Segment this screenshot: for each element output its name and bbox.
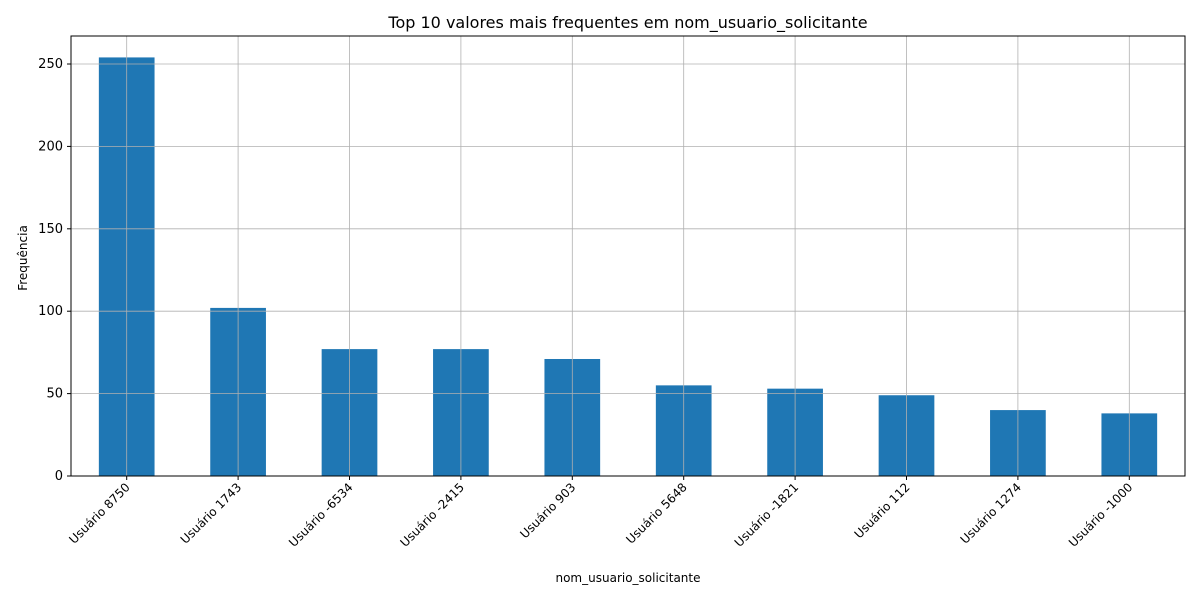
x-tick-label: Usuário -1000	[1066, 480, 1136, 550]
x-tick-label: Usuário -1821	[732, 480, 802, 550]
x-tick-label: Usuário -6534	[286, 480, 356, 550]
y-axis-label: Frequência	[16, 225, 30, 291]
y-tick-label: 50	[46, 387, 63, 402]
x-tick-label: Usuário 5648	[623, 480, 689, 546]
plot-area: 0 50 100 150 200 250 Usuário 8750 Usuário 1743 U…	[38, 35, 1186, 550]
x-tick-label: Usuário 112	[852, 480, 913, 541]
y-tick-label: 250	[38, 57, 63, 72]
y-tick-label: 200	[38, 139, 63, 154]
x-tick-label: Usuário 8750	[66, 480, 132, 546]
x-axis-label: nom_usuario_solicitante	[555, 571, 700, 585]
x-tick-label: Usuário 1743	[178, 480, 244, 546]
y-tick-label: 100	[38, 304, 63, 319]
axes-frame	[70, 35, 1186, 477]
x-tick-label: Usuário 903	[517, 480, 578, 541]
y-tick-label: 0	[55, 469, 63, 484]
chart-title: Top 10 valores mais frequentes em nom_us…	[387, 13, 867, 33]
x-tick-label: Usuário 1274	[958, 480, 1024, 546]
x-tick-label: Usuário -2415	[398, 480, 468, 550]
y-tick-label: 150	[38, 222, 63, 237]
